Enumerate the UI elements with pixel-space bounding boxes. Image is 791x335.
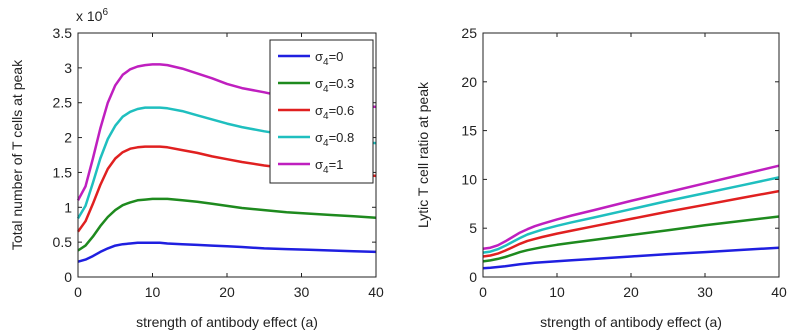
right-y-tick-label: 0: [469, 269, 477, 285]
right-ticks: 0 10 20 30 40 0 5 10 15 20 25: [461, 25, 787, 300]
left-y-tick-label: 2.5: [53, 95, 73, 111]
left-chart: 0 10 20 30 40 0 0.5 1 1.5 2 2.5 3 3.5 x 106 strength…: [9, 7, 384, 330]
right-x-tick-label: 10: [549, 284, 565, 300]
legend-label-value: =0: [329, 49, 344, 64]
left-x-tick-label: 40: [368, 284, 384, 300]
left-y-multiplier-base: x 10: [76, 8, 103, 24]
left-x-axis-label: strength of antibody effect (a): [136, 314, 318, 330]
legend-label-subscript: 4: [323, 138, 329, 149]
left-y-multiplier-exp: 6: [102, 7, 108, 18]
left-series-line-1: [77, 197, 377, 252]
right-y-axis-label: Lytic T cell ratio at peak: [415, 81, 431, 228]
left-y-tick-label: 3.5: [53, 25, 73, 41]
right-y-tick-label: 10: [461, 171, 477, 187]
right-series-line-0: [482, 246, 780, 270]
legend-label-0: σ4=0: [315, 49, 343, 68]
left-x-tick-label: 20: [219, 284, 235, 300]
right-series-line-3: [482, 176, 780, 254]
legend-label-subscript: 4: [323, 57, 329, 68]
left-x-tick-label: 10: [145, 284, 161, 300]
right-x-tick-label: 20: [623, 284, 639, 300]
left-x-tick-label: 0: [74, 284, 82, 300]
right-series-lines: [482, 164, 780, 270]
left-x-tick-label: 30: [294, 284, 310, 300]
legend-box: [269, 39, 374, 184]
left-y-axis-label: Total number of T cells at peak: [9, 59, 25, 250]
legend-label-symbol: σ: [315, 157, 323, 172]
legend-label-value: =1: [329, 157, 344, 172]
right-y-tick-label: 5: [469, 220, 477, 236]
legend-label-subscript: 4: [323, 165, 329, 176]
right-x-axis-label: strength of antibody effect (a): [540, 314, 722, 330]
legend-label-value: =0.8: [329, 130, 355, 145]
right-x-tick-label: 0: [479, 284, 487, 300]
legend-label-symbol: σ: [315, 49, 323, 64]
left-y-tick-label: 0: [64, 269, 72, 285]
left-y-multiplier: x 106: [76, 7, 108, 24]
legend-label-4: σ4=1: [315, 157, 343, 176]
right-series-line-4: [482, 164, 780, 250]
legend-label-symbol: σ: [315, 130, 323, 145]
left-ticks: 0 10 20 30 40 0 0.5 1 1.5 2 2.5 3 3.5: [53, 25, 384, 300]
left-y-tick-label: 1: [64, 199, 72, 215]
legend-label-2: σ4=0.6: [315, 103, 354, 122]
left-y-tick-label: 1.5: [53, 164, 73, 180]
legend-label-1: σ4=0.3: [315, 76, 354, 95]
right-y-tick-label: 20: [461, 74, 477, 90]
right-x-tick-label: 30: [697, 284, 713, 300]
right-y-tick-label: 15: [461, 123, 477, 139]
left-series-line-0: [77, 241, 377, 263]
legend-label-3: σ4=0.8: [315, 130, 354, 149]
left-y-tick-label: 0.5: [53, 234, 73, 250]
legend-label-symbol: σ: [315, 76, 323, 91]
right-series-line-1: [482, 215, 780, 263]
legend-label-value: =0.3: [329, 76, 355, 91]
right-x-tick-label: 40: [771, 284, 787, 300]
left-y-tick-label: 2: [64, 130, 72, 146]
legend-label-subscript: 4: [323, 84, 329, 95]
legend-label-subscript: 4: [323, 111, 329, 122]
left-y-tick-label: 3: [64, 60, 72, 76]
right-chart: 0 10 20 30 40 0 5 10 15 20 25 strength of antibody…: [415, 25, 787, 330]
legend-label-value: =0.6: [329, 103, 355, 118]
right-series-line-2: [482, 189, 780, 258]
legend-label-symbol: σ: [315, 103, 323, 118]
right-y-tick-label: 25: [461, 25, 477, 41]
left-legend: σ4=0σ4=0.3σ4=0.6σ4=0.8σ4=1: [269, 39, 374, 184]
